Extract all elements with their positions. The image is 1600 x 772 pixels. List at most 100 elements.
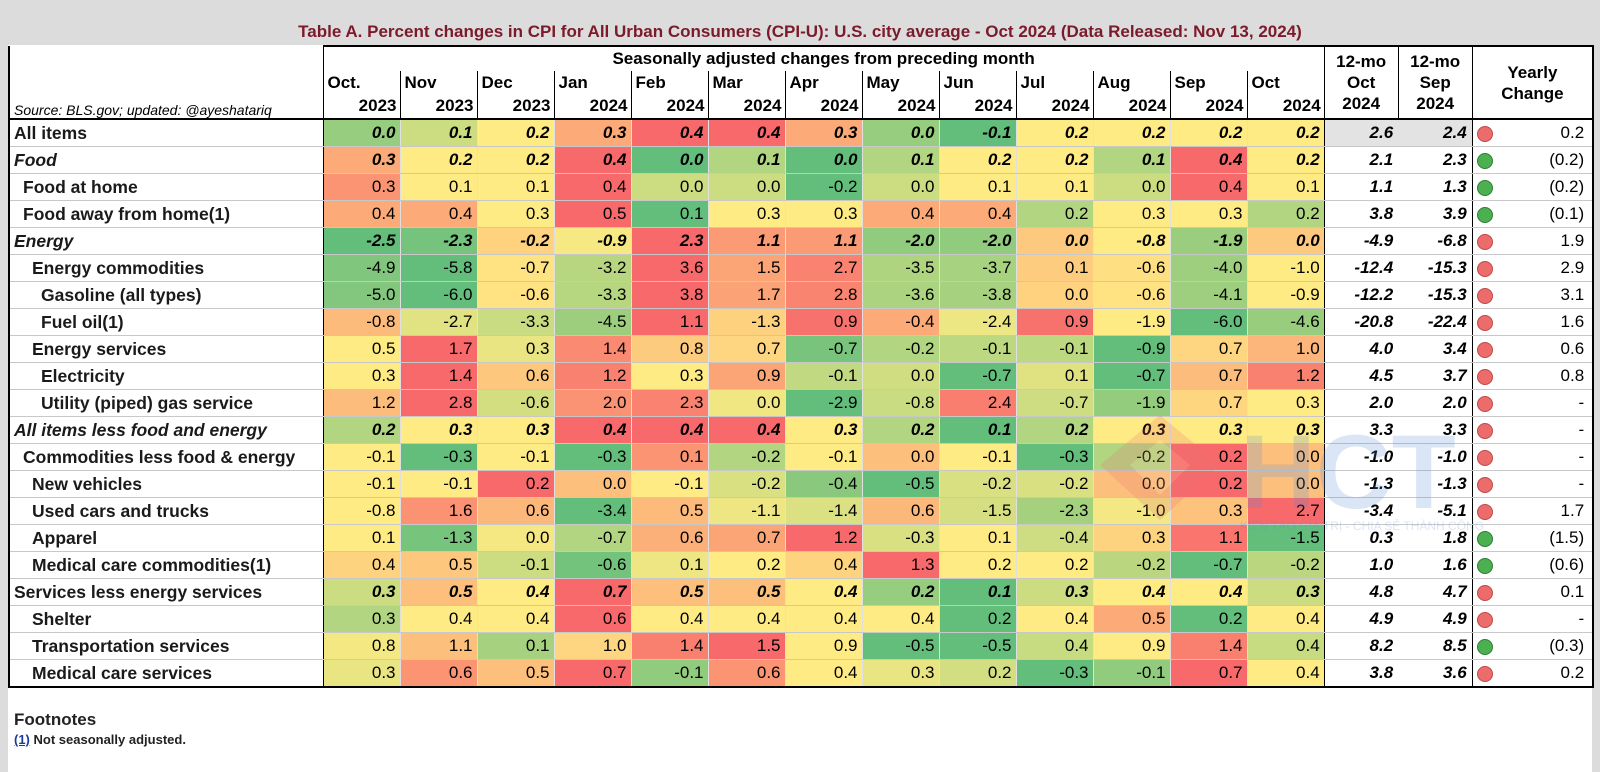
twelve-month-oct-cell: 3.8 (1324, 659, 1399, 688)
trend-indicator-cell (1471, 200, 1499, 228)
value-cell: 0.9 (1092, 632, 1170, 660)
value-cell: -0.7 (1015, 389, 1093, 417)
month-header: Jul (1015, 71, 1093, 94)
value-cell: -0.7 (553, 524, 631, 552)
table-body: All items 0.0 0.1 0.2 0.3 0.4 0.4 0.3 0.0 -0.1 0.2… (8, 119, 1595, 688)
header-row-group: Source: BLS.gov; updated: @ayeshatariq Se… (8, 45, 1595, 120)
yearly-change-cell: (0.2) (1498, 146, 1595, 174)
value-cell: 0.4 (861, 200, 939, 228)
twelve-month-oct-cell: 2.0 (1324, 389, 1399, 417)
value-cell: 1.5 (707, 254, 785, 282)
value-cell: -0.6 (1092, 254, 1170, 282)
value-cell: 1.1 (707, 227, 785, 255)
value-cell: -0.1 (1092, 659, 1170, 688)
value-cell: 0.2 (938, 551, 1016, 579)
year-header: 2024 (630, 94, 708, 120)
value-cell: 0.9 (707, 362, 785, 390)
value-cell: -0.4 (861, 308, 939, 336)
value-cell: 0.5 (399, 578, 477, 606)
value-cell: 0.0 (1092, 470, 1170, 498)
value-cell: -1.0 (1246, 254, 1325, 282)
value-cell: -3.3 (476, 308, 554, 336)
value-cell: -0.2 (938, 470, 1016, 498)
row-label: Used cars and trucks (8, 497, 324, 525)
value-cell: -0.1 (322, 443, 400, 471)
value-cell: 1.2 (784, 524, 862, 552)
twelve-month-sep-cell: 3.7 (1398, 362, 1473, 390)
value-cell: 0.1 (1015, 362, 1093, 390)
value-cell: 0.2 (938, 146, 1016, 174)
value-cell: -1.0 (1092, 497, 1170, 525)
trend-indicator-cell (1471, 308, 1499, 336)
col-12mo-sep-line: 2024 (1416, 94, 1455, 113)
footnote-line: (1) Not seasonally adjusted. (14, 732, 186, 747)
value-cell: 0.0 (553, 470, 631, 498)
value-cell: -0.1 (630, 659, 708, 688)
value-cell: -0.1 (938, 119, 1016, 147)
twelve-month-oct-cell: 2.6 (1324, 119, 1399, 147)
value-cell: -2.0 (861, 227, 939, 255)
value-cell: 0.4 (1092, 578, 1170, 606)
value-cell: 0.4 (784, 659, 862, 688)
value-cell: 0.2 (1169, 119, 1247, 147)
value-cell: 0.2 (1092, 119, 1170, 147)
year-header: 2023 (399, 94, 477, 120)
value-cell: -0.6 (476, 281, 554, 309)
twelve-month-oct-cell: 0.3 (1324, 524, 1399, 552)
value-cell: -0.1 (322, 470, 400, 498)
value-cell: 0.0 (861, 119, 939, 147)
value-cell: 0.3 (784, 416, 862, 444)
value-cell: 0.0 (861, 173, 939, 201)
value-cell: 0.5 (707, 578, 785, 606)
twelve-month-sep-cell: 3.9 (1398, 200, 1473, 228)
value-cell: 0.5 (476, 659, 554, 688)
value-cell: 0.3 (322, 362, 400, 390)
year-header: 2024 (1015, 94, 1093, 120)
red-dot-icon (1477, 449, 1494, 466)
footnote-link[interactable]: (1) (14, 732, 30, 747)
row-label: Energy services (8, 335, 324, 363)
value-cell: -0.1 (399, 470, 477, 498)
value-cell: -4.9 (322, 254, 400, 282)
month-header: Sep (1169, 71, 1247, 94)
value-cell: 0.1 (630, 551, 708, 579)
month-header: Feb (630, 71, 708, 94)
value-cell: 0.6 (399, 659, 477, 688)
value-cell: -3.6 (861, 281, 939, 309)
value-cell: 0.1 (322, 524, 400, 552)
value-cell: 0.0 (630, 173, 708, 201)
trend-indicator-cell (1471, 470, 1499, 498)
year-header: 2024 (553, 94, 631, 120)
page-title: Table A. Percent changes in CPI for All … (298, 22, 1302, 41)
value-cell: -0.3 (861, 524, 939, 552)
col-12mo-oct-header: 12-mo Oct 2024 (1323, 45, 1399, 120)
value-cell: 0.3 (1092, 416, 1170, 444)
value-cell: -1.3 (399, 524, 477, 552)
trend-indicator-cell (1471, 362, 1499, 390)
red-dot-icon (1477, 125, 1494, 142)
twelve-month-sep-cell: -22.4 (1398, 308, 1473, 336)
value-cell: 0.7 (707, 524, 785, 552)
value-cell: -0.1 (476, 443, 554, 471)
col-12mo-oct-line: Oct (1346, 73, 1376, 92)
value-cell: -0.7 (938, 362, 1016, 390)
table-row: Used cars and trucks -0.8 1.6 0.6 -3.4 0.5 -1.… (8, 497, 1595, 525)
value-cell: 0.4 (1015, 632, 1093, 660)
value-cell: 0.0 (1092, 173, 1170, 201)
value-cell: -0.2 (1015, 470, 1093, 498)
value-cell: 0.0 (1246, 227, 1325, 255)
twelve-month-oct-cell: 8.2 (1324, 632, 1399, 660)
row-label: All items less food and energy (8, 416, 324, 444)
value-cell: 0.3 (553, 119, 631, 147)
value-cell: 0.1 (1015, 173, 1093, 201)
value-cell: 0.4 (707, 119, 785, 147)
value-cell: 0.1 (630, 200, 708, 228)
value-cell: 2.8 (399, 389, 477, 417)
yearly-change-cell: 1.7 (1498, 497, 1595, 525)
trend-indicator-cell (1471, 416, 1499, 444)
value-cell: 0.3 (707, 200, 785, 228)
value-cell: -6.0 (399, 281, 477, 309)
row-label: Shelter (8, 605, 324, 633)
table-row: All items 0.0 0.1 0.2 0.3 0.4 0.4 0.3 0.0 -0.1 0.2… (8, 119, 1595, 147)
red-dot-icon (1477, 422, 1494, 439)
